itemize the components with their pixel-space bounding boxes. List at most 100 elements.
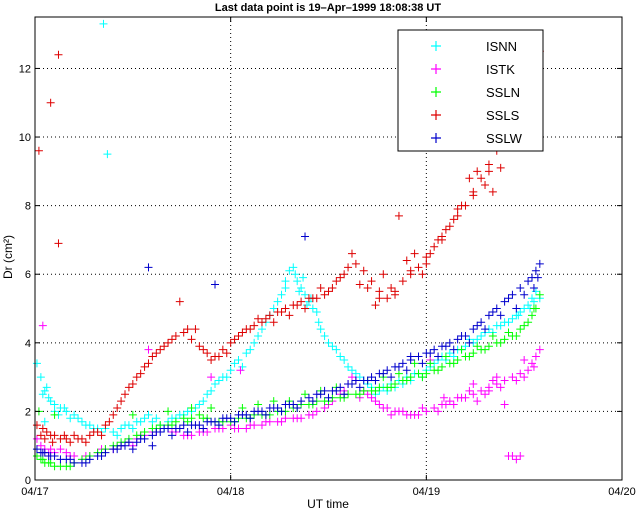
series-sslw (32, 139, 544, 467)
data-point (524, 318, 533, 327)
data-point (54, 239, 63, 248)
data-point (473, 321, 482, 330)
data-point (144, 263, 153, 272)
data-point (477, 331, 486, 340)
data-point (324, 393, 333, 402)
data-point (355, 383, 364, 392)
data-point (508, 314, 517, 323)
data-point (449, 215, 458, 224)
data-point (387, 383, 396, 392)
data-point (304, 393, 313, 402)
data-point (199, 345, 208, 354)
data-point (128, 410, 137, 419)
data-point (473, 397, 482, 406)
data-point (261, 314, 270, 323)
data-point (277, 417, 286, 426)
data-point (136, 369, 145, 378)
data-point (257, 421, 266, 430)
data-point (74, 414, 83, 423)
data-point (439, 393, 448, 402)
data-point (121, 441, 130, 450)
data-point (449, 352, 458, 361)
legend-label: SSLS (486, 108, 520, 123)
data-point (281, 414, 290, 423)
data-point (230, 335, 239, 344)
data-point (38, 448, 47, 457)
data-point (222, 373, 231, 382)
data-point (488, 307, 497, 316)
data-point (277, 290, 286, 299)
x-tick-label: 04/20 (608, 486, 636, 498)
data-point (344, 362, 353, 371)
data-point (355, 390, 364, 399)
data-point (299, 273, 308, 282)
data-point (340, 355, 349, 364)
chart-title: Last data point is 19–Apr–1999 18:08:38 … (215, 2, 441, 14)
data-point (140, 427, 149, 436)
data-point (516, 307, 525, 316)
series-ssls (32, 47, 544, 447)
data-point (179, 414, 188, 423)
data-point (281, 277, 290, 286)
data-point (406, 352, 415, 361)
data-point (332, 345, 341, 354)
data-point (38, 455, 47, 464)
x-tick-label: 04/18 (217, 486, 245, 498)
data-point (40, 434, 49, 443)
data-point (520, 373, 529, 382)
data-point (46, 458, 55, 467)
data-point (524, 277, 533, 286)
data-point (285, 266, 294, 275)
data-point (38, 424, 47, 433)
legend-marker (431, 64, 441, 74)
data-point (148, 352, 157, 361)
data-point (50, 410, 59, 419)
y-tick-label: 0 (25, 475, 31, 487)
data-point (167, 431, 176, 440)
data-point (320, 290, 329, 299)
data-point (363, 283, 372, 292)
data-point (152, 349, 161, 358)
data-point (156, 421, 165, 430)
y-tick-label: 4 (25, 338, 31, 350)
data-point (402, 366, 411, 375)
data-point (492, 373, 501, 382)
data-point (261, 417, 270, 426)
data-point (527, 359, 536, 368)
data-point (50, 400, 59, 409)
y-axis-label: Dr (cm²) (1, 235, 15, 279)
data-point (422, 259, 431, 268)
data-point (414, 263, 423, 272)
data-point (469, 349, 478, 358)
data-point (257, 325, 266, 334)
data-point (81, 421, 90, 430)
data-point (316, 325, 325, 334)
data-point (445, 222, 454, 231)
data-point (277, 307, 286, 316)
data-point (529, 297, 538, 306)
data-point (81, 438, 90, 447)
data-point (445, 397, 454, 406)
data-point (301, 390, 310, 399)
data-point (508, 290, 517, 299)
data-point (453, 205, 462, 214)
data-point (394, 369, 403, 378)
data-point (113, 431, 122, 440)
data-point (136, 434, 145, 443)
data-point (257, 318, 266, 327)
legend-label: SSLW (486, 131, 523, 146)
data-point (484, 160, 493, 169)
data-point (203, 390, 212, 399)
data-point (124, 383, 133, 392)
data-point (124, 438, 133, 447)
data-point (128, 379, 137, 388)
data-point (531, 287, 540, 296)
data-point (234, 355, 243, 364)
data-point (46, 397, 55, 406)
data-point (414, 369, 423, 378)
data-point (211, 280, 220, 289)
data-point (250, 321, 259, 330)
data-point (99, 19, 108, 28)
y-tick-label: 2 (25, 406, 31, 418)
